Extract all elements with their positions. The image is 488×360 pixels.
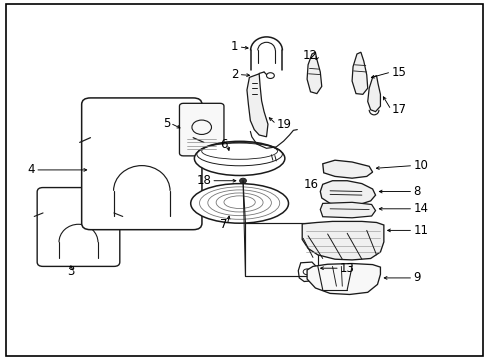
Polygon shape [298,262,316,282]
Polygon shape [351,52,367,94]
FancyBboxPatch shape [81,98,202,230]
Polygon shape [306,264,380,294]
Circle shape [239,178,246,183]
Text: 12: 12 [302,49,317,62]
Text: 15: 15 [390,66,405,78]
Polygon shape [320,202,375,218]
Text: 16: 16 [303,178,318,191]
Text: 1: 1 [231,40,238,53]
Text: 3: 3 [67,265,75,278]
Polygon shape [246,74,267,137]
Polygon shape [322,160,372,178]
FancyBboxPatch shape [37,188,120,266]
Polygon shape [367,76,380,112]
Polygon shape [306,52,321,94]
Bar [245,223,317,276]
Text: 14: 14 [412,202,427,215]
Text: 8: 8 [412,185,420,198]
Text: 2: 2 [231,68,238,81]
Text: 18: 18 [196,174,211,187]
Text: 7: 7 [220,219,227,231]
Text: 10: 10 [412,159,427,172]
Ellipse shape [190,184,288,223]
FancyBboxPatch shape [179,103,224,156]
Text: 4: 4 [28,163,35,176]
Text: 9: 9 [412,271,420,284]
Text: 6: 6 [220,138,227,150]
Ellipse shape [194,141,284,175]
Text: 5: 5 [163,117,170,130]
Text: 17: 17 [390,103,406,116]
Polygon shape [302,221,383,260]
Polygon shape [320,181,375,206]
Text: 13: 13 [339,262,354,275]
Text: 19: 19 [276,118,291,131]
Text: 11: 11 [412,224,427,237]
